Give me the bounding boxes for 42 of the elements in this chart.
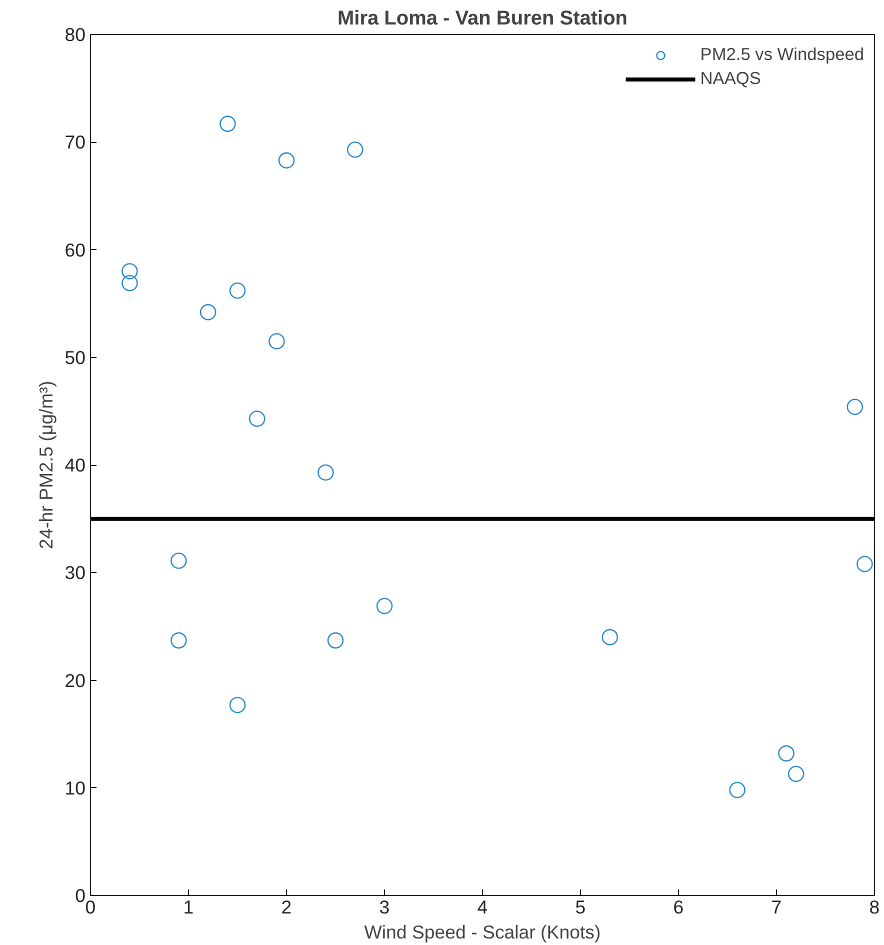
x-tick-label: 4	[477, 896, 488, 918]
y-tick-label: 60	[64, 239, 86, 260]
point	[278, 152, 295, 169]
point	[122, 263, 138, 280]
point	[122, 274, 138, 292]
y-tick-label: 70	[64, 132, 86, 153]
point	[229, 696, 246, 714]
chart-title: Mira Loma - Van Buren Station	[337, 8, 628, 30]
y-tick-label: 30	[64, 562, 86, 584]
point	[602, 629, 618, 646]
point	[729, 782, 746, 798]
y-tick-label: 10	[64, 777, 86, 798]
point	[856, 556, 873, 572]
point	[778, 745, 794, 762]
x-tick-label: 5	[575, 896, 586, 918]
y-tick-label: 40	[64, 454, 86, 476]
point	[327, 632, 344, 649]
point	[200, 304, 216, 320]
point	[220, 116, 236, 132]
x-axis-title: Wind Speed - Scalar (Knots)	[364, 922, 601, 942]
point	[170, 632, 187, 649]
x-tick-label: 2	[281, 896, 292, 918]
legend-label: NAAQS	[700, 68, 761, 89]
y-tick-label: 80	[64, 24, 86, 45]
x-tick-label: 6	[673, 896, 684, 918]
y-tick-label: 20	[64, 670, 86, 691]
x-tick-label: 7	[771, 896, 782, 918]
x-tick-label: 8	[869, 896, 880, 918]
y-axis-title: 24-hr PM2.5 (μg/m³)	[36, 380, 57, 550]
x-tick-label: 1	[183, 896, 194, 918]
point	[170, 552, 187, 569]
point	[229, 282, 246, 299]
point	[268, 333, 285, 350]
point	[376, 598, 393, 614]
y-tick-label: 50	[64, 346, 86, 368]
point	[248, 410, 266, 427]
point	[788, 766, 804, 782]
point	[846, 398, 864, 416]
legend-label: PM2.5 vs Windspeed	[700, 44, 864, 65]
point	[318, 464, 334, 481]
point	[346, 142, 364, 158]
x-tick-label: 3	[379, 896, 390, 918]
